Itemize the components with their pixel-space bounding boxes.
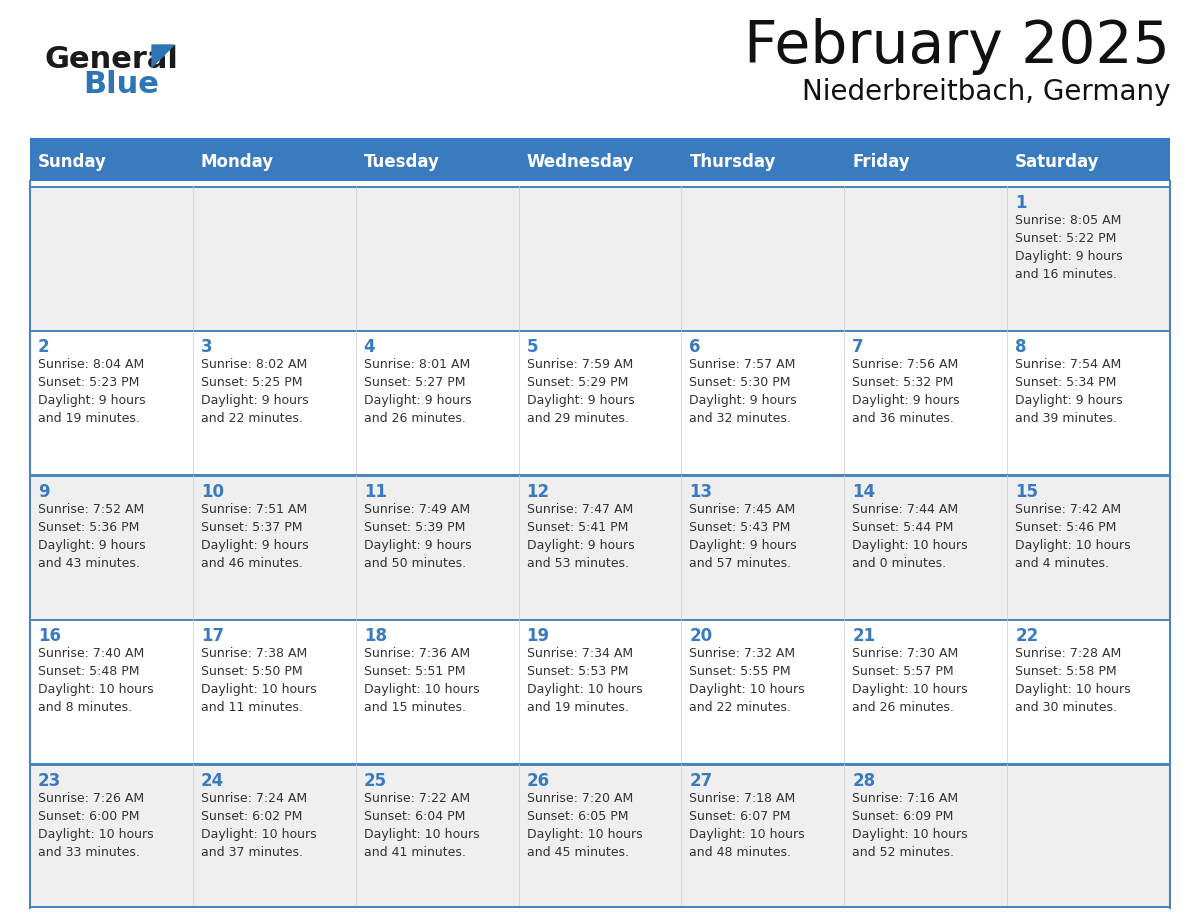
- Text: Sunrise: 7:45 AM
Sunset: 5:43 PM
Daylight: 9 hours
and 57 minutes.: Sunrise: 7:45 AM Sunset: 5:43 PM Dayligh…: [689, 503, 797, 570]
- Bar: [30, 619, 1170, 621]
- Text: 21: 21: [852, 627, 876, 645]
- Bar: [30, 138, 1170, 143]
- Bar: [1007, 143, 1170, 181]
- Text: 2: 2: [38, 339, 50, 356]
- Text: Sunrise: 8:05 AM
Sunset: 5:22 PM
Daylight: 9 hours
and 16 minutes.: Sunrise: 8:05 AM Sunset: 5:22 PM Dayligh…: [1015, 214, 1123, 281]
- Text: Sunrise: 7:40 AM
Sunset: 5:48 PM
Daylight: 10 hours
and 8 minutes.: Sunrise: 7:40 AM Sunset: 5:48 PM Dayligh…: [38, 647, 153, 714]
- Text: 19: 19: [526, 627, 550, 645]
- Bar: [30, 186, 1170, 330]
- Bar: [682, 143, 845, 181]
- Bar: [30, 475, 1170, 620]
- Text: Sunrise: 7:49 AM
Sunset: 5:39 PM
Daylight: 9 hours
and 50 minutes.: Sunrise: 7:49 AM Sunset: 5:39 PM Dayligh…: [364, 503, 472, 570]
- Text: Sunrise: 7:47 AM
Sunset: 5:41 PM
Daylight: 9 hours
and 53 minutes.: Sunrise: 7:47 AM Sunset: 5:41 PM Dayligh…: [526, 503, 634, 570]
- Text: 7: 7: [852, 339, 864, 356]
- Text: Saturday: Saturday: [1015, 153, 1100, 171]
- Text: Sunrise: 8:01 AM
Sunset: 5:27 PM
Daylight: 9 hours
and 26 minutes.: Sunrise: 8:01 AM Sunset: 5:27 PM Dayligh…: [364, 358, 472, 425]
- Text: Sunrise: 7:18 AM
Sunset: 6:07 PM
Daylight: 10 hours
and 48 minutes.: Sunrise: 7:18 AM Sunset: 6:07 PM Dayligh…: [689, 791, 805, 858]
- Bar: [30, 475, 1170, 476]
- Text: February 2025: February 2025: [744, 18, 1170, 75]
- Text: Sunrise: 7:44 AM
Sunset: 5:44 PM
Daylight: 10 hours
and 0 minutes.: Sunrise: 7:44 AM Sunset: 5:44 PM Dayligh…: [852, 503, 968, 570]
- Text: Sunrise: 7:36 AM
Sunset: 5:51 PM
Daylight: 10 hours
and 15 minutes.: Sunrise: 7:36 AM Sunset: 5:51 PM Dayligh…: [364, 647, 479, 714]
- Bar: [30, 905, 1170, 908]
- Text: Niederbreitbach, Germany: Niederbreitbach, Germany: [802, 78, 1170, 106]
- Text: 5: 5: [526, 339, 538, 356]
- Bar: [30, 143, 192, 181]
- Text: 8: 8: [1015, 339, 1026, 356]
- Text: 12: 12: [526, 483, 550, 501]
- Text: Sunrise: 7:26 AM
Sunset: 6:00 PM
Daylight: 10 hours
and 33 minutes.: Sunrise: 7:26 AM Sunset: 6:00 PM Dayligh…: [38, 791, 153, 858]
- Text: 6: 6: [689, 339, 701, 356]
- Polygon shape: [152, 45, 173, 67]
- Text: 22: 22: [1015, 627, 1038, 645]
- Text: 25: 25: [364, 772, 387, 789]
- Text: 18: 18: [364, 627, 387, 645]
- Text: Sunrise: 7:51 AM
Sunset: 5:37 PM
Daylight: 9 hours
and 46 minutes.: Sunrise: 7:51 AM Sunset: 5:37 PM Dayligh…: [201, 503, 309, 570]
- Text: Sunrise: 7:32 AM
Sunset: 5:55 PM
Daylight: 10 hours
and 22 minutes.: Sunrise: 7:32 AM Sunset: 5:55 PM Dayligh…: [689, 647, 805, 714]
- Text: Sunrise: 7:16 AM
Sunset: 6:09 PM
Daylight: 10 hours
and 52 minutes.: Sunrise: 7:16 AM Sunset: 6:09 PM Dayligh…: [852, 791, 968, 858]
- Text: 13: 13: [689, 483, 713, 501]
- Bar: [355, 143, 519, 181]
- Text: Sunrise: 7:56 AM
Sunset: 5:32 PM
Daylight: 9 hours
and 36 minutes.: Sunrise: 7:56 AM Sunset: 5:32 PM Dayligh…: [852, 358, 960, 425]
- Bar: [30, 185, 1170, 188]
- Text: Sunrise: 7:22 AM
Sunset: 6:04 PM
Daylight: 10 hours
and 41 minutes.: Sunrise: 7:22 AM Sunset: 6:04 PM Dayligh…: [364, 791, 479, 858]
- Text: 28: 28: [852, 772, 876, 789]
- Text: 17: 17: [201, 627, 225, 645]
- Text: 26: 26: [526, 772, 550, 789]
- Text: 16: 16: [38, 627, 61, 645]
- Text: 23: 23: [38, 772, 62, 789]
- Text: Wednesday: Wednesday: [526, 153, 634, 171]
- Text: Sunrise: 7:59 AM
Sunset: 5:29 PM
Daylight: 9 hours
and 29 minutes.: Sunrise: 7:59 AM Sunset: 5:29 PM Dayligh…: [526, 358, 634, 425]
- Text: 3: 3: [201, 339, 213, 356]
- Text: 27: 27: [689, 772, 713, 789]
- Bar: [519, 143, 682, 181]
- Text: 4: 4: [364, 339, 375, 356]
- Text: Sunrise: 7:24 AM
Sunset: 6:02 PM
Daylight: 10 hours
and 37 minutes.: Sunrise: 7:24 AM Sunset: 6:02 PM Dayligh…: [201, 791, 316, 858]
- Text: Sunrise: 7:38 AM
Sunset: 5:50 PM
Daylight: 10 hours
and 11 minutes.: Sunrise: 7:38 AM Sunset: 5:50 PM Dayligh…: [201, 647, 316, 714]
- Text: 24: 24: [201, 772, 225, 789]
- Bar: [30, 330, 1170, 475]
- Bar: [192, 143, 355, 181]
- Text: General: General: [45, 45, 179, 74]
- Bar: [30, 620, 1170, 764]
- Text: 11: 11: [364, 483, 387, 501]
- Text: Sunrise: 7:30 AM
Sunset: 5:57 PM
Daylight: 10 hours
and 26 minutes.: Sunrise: 7:30 AM Sunset: 5:57 PM Dayligh…: [852, 647, 968, 714]
- Text: Sunrise: 8:04 AM
Sunset: 5:23 PM
Daylight: 9 hours
and 19 minutes.: Sunrise: 8:04 AM Sunset: 5:23 PM Dayligh…: [38, 358, 146, 425]
- Text: Monday: Monday: [201, 153, 274, 171]
- Text: Sunrise: 7:52 AM
Sunset: 5:36 PM
Daylight: 9 hours
and 43 minutes.: Sunrise: 7:52 AM Sunset: 5:36 PM Dayligh…: [38, 503, 146, 570]
- Text: Sunrise: 7:42 AM
Sunset: 5:46 PM
Daylight: 10 hours
and 4 minutes.: Sunrise: 7:42 AM Sunset: 5:46 PM Dayligh…: [1015, 503, 1131, 570]
- Text: Tuesday: Tuesday: [364, 153, 440, 171]
- Text: Sunrise: 7:20 AM
Sunset: 6:05 PM
Daylight: 10 hours
and 45 minutes.: Sunrise: 7:20 AM Sunset: 6:05 PM Dayligh…: [526, 791, 643, 858]
- Bar: [30, 330, 1170, 332]
- Text: Sunrise: 8:02 AM
Sunset: 5:25 PM
Daylight: 9 hours
and 22 minutes.: Sunrise: 8:02 AM Sunset: 5:25 PM Dayligh…: [201, 358, 309, 425]
- Text: Sunday: Sunday: [38, 153, 107, 171]
- Text: 15: 15: [1015, 483, 1038, 501]
- Text: 14: 14: [852, 483, 876, 501]
- Bar: [845, 143, 1007, 181]
- Text: 1: 1: [1015, 194, 1026, 212]
- Text: 10: 10: [201, 483, 223, 501]
- Text: Thursday: Thursday: [689, 153, 776, 171]
- Text: Sunrise: 7:57 AM
Sunset: 5:30 PM
Daylight: 9 hours
and 32 minutes.: Sunrise: 7:57 AM Sunset: 5:30 PM Dayligh…: [689, 358, 797, 425]
- Bar: [30, 763, 1170, 766]
- Text: Sunrise: 7:28 AM
Sunset: 5:58 PM
Daylight: 10 hours
and 30 minutes.: Sunrise: 7:28 AM Sunset: 5:58 PM Dayligh…: [1015, 647, 1131, 714]
- Bar: [30, 764, 1170, 908]
- Text: Blue: Blue: [83, 70, 159, 99]
- Text: Sunrise: 7:34 AM
Sunset: 5:53 PM
Daylight: 10 hours
and 19 minutes.: Sunrise: 7:34 AM Sunset: 5:53 PM Dayligh…: [526, 647, 643, 714]
- Text: Friday: Friday: [852, 153, 910, 171]
- Text: 9: 9: [38, 483, 50, 501]
- Text: Sunrise: 7:54 AM
Sunset: 5:34 PM
Daylight: 9 hours
and 39 minutes.: Sunrise: 7:54 AM Sunset: 5:34 PM Dayligh…: [1015, 358, 1123, 425]
- Text: 20: 20: [689, 627, 713, 645]
